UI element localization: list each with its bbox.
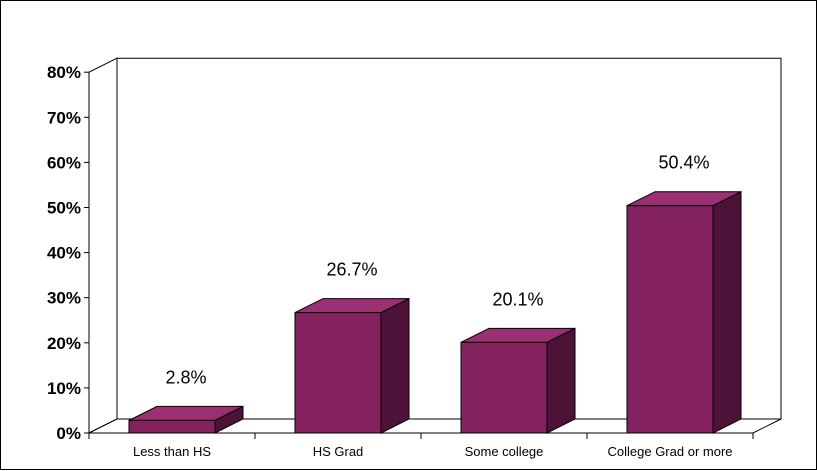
y-tick-label: 40% [47,244,81,263]
bar-side [712,190,742,434]
y-tick-label: 70% [47,108,81,127]
y-axis-wall [88,57,118,434]
y-tick-label: 20% [47,334,81,353]
x-tick-label: HS Grad [313,444,364,459]
x-tick-label: Some college [465,444,544,459]
bar [626,205,714,434]
bars [128,190,742,434]
y-tick-label: 10% [47,379,81,398]
bar [294,312,382,434]
y-tick-label: 50% [47,199,81,218]
y-tick-label: 80% [47,63,81,82]
labels: 0% 10% 20% 30% 40% 50% 60% 70% 80% 2.8% Less than … [47,63,733,459]
bar [128,419,216,434]
data-label: 20.1% [492,289,543,309]
bar [460,341,548,434]
x-tick-label: Less than HS [133,444,211,459]
data-label: 50.4% [658,153,709,173]
data-label: 2.8% [165,367,206,387]
data-label: 26.7% [326,260,377,280]
bar-side [380,297,410,434]
y-tick-label: 60% [47,153,81,172]
y-tick-label: 30% [47,289,81,308]
y-tick-label: 0% [56,424,81,443]
x-tick-label: College Grad or more [608,444,733,459]
bar-side [546,327,576,434]
